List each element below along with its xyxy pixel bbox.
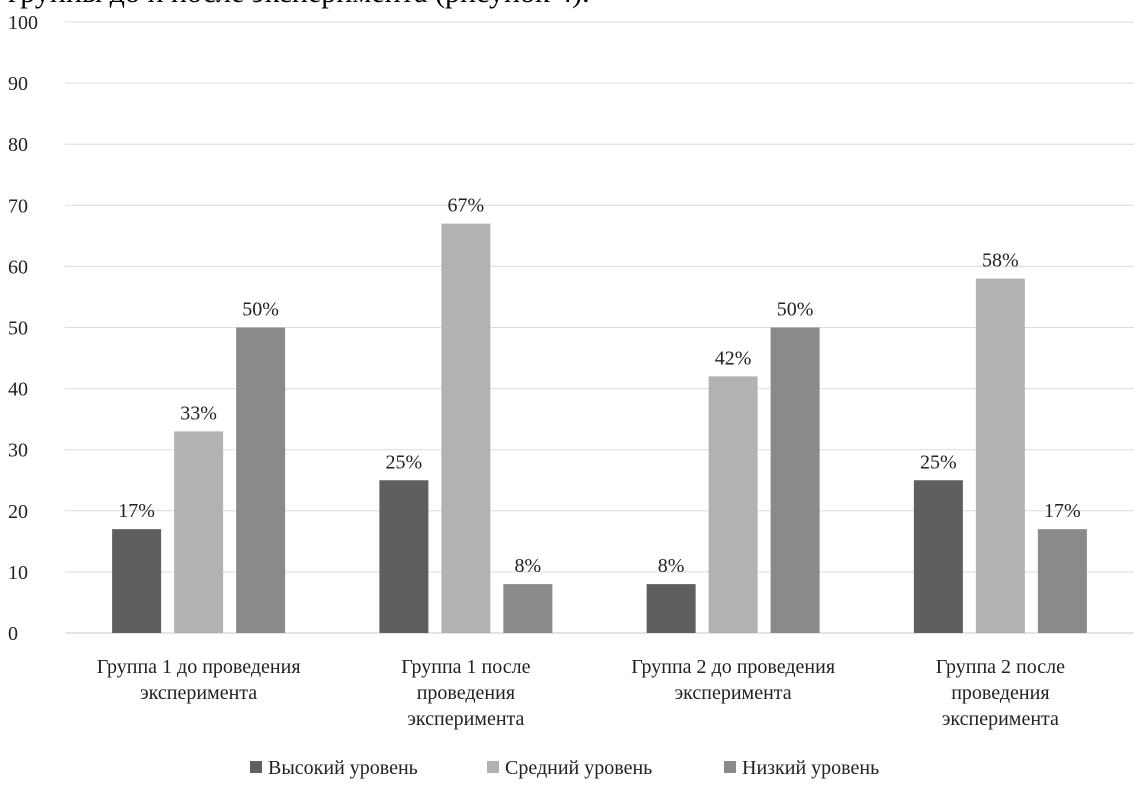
legend-label: Низкий уровень	[742, 757, 879, 779]
bar-3	[236, 327, 286, 633]
bar-1	[913, 480, 963, 633]
bar-3	[1037, 529, 1087, 633]
bar-2	[174, 431, 224, 633]
data-label: 17%	[118, 500, 155, 522]
bar-1	[646, 584, 696, 633]
data-label: 25%	[920, 451, 957, 473]
data-label: 50%	[242, 299, 279, 321]
data-label: 42%	[715, 347, 752, 369]
category-label: Группа 1 после	[401, 656, 530, 678]
y-tick-label: 40	[8, 379, 28, 401]
data-label: 67%	[448, 195, 485, 217]
category-label: эксперимента	[942, 708, 1059, 730]
data-label: 50%	[777, 299, 814, 321]
category-label: Группа 2 до проведения	[631, 656, 835, 678]
y-tick-label: 50	[8, 318, 28, 340]
category-label: проведения	[951, 682, 1049, 704]
data-label: 8%	[658, 555, 685, 577]
category-label: эксперимента	[140, 682, 257, 704]
y-tick-label: 70	[8, 195, 28, 217]
y-tick-label: 10	[8, 562, 28, 584]
y-tick-label: 90	[8, 73, 28, 95]
legend-label: Средний уровень	[505, 757, 652, 779]
data-label: 8%	[515, 555, 542, 577]
data-label: 33%	[180, 402, 217, 424]
bar-2	[708, 376, 758, 633]
category-label: эксперимента	[675, 682, 792, 704]
bar-1	[379, 480, 429, 633]
caption-text: группы до и после эксперимента (рисунок …	[8, 0, 590, 10]
category-label: проведения	[417, 682, 515, 704]
data-label: 25%	[386, 451, 423, 473]
data-label: 17%	[1044, 500, 1081, 522]
y-tick-label: 80	[8, 134, 28, 156]
bar-3	[770, 327, 820, 633]
category-label: Группа 1 до проведения	[97, 656, 301, 678]
bar-2	[441, 223, 491, 633]
data-label: 58%	[982, 250, 1019, 272]
y-tick-label: 100	[8, 12, 38, 34]
bar-2	[975, 278, 1025, 633]
y-tick-label: 60	[8, 256, 28, 278]
bar-3	[503, 584, 553, 633]
legend-label: Высокий уровень	[268, 757, 418, 779]
y-tick-label: 30	[8, 440, 28, 462]
legend-swatch	[250, 761, 262, 773]
bar-1	[112, 529, 162, 633]
y-tick-label: 0	[8, 623, 18, 645]
category-label: Группа 2 после	[936, 656, 1065, 678]
legend-swatch	[487, 761, 499, 773]
legend-swatch	[724, 761, 736, 773]
y-tick-label: 20	[8, 501, 28, 523]
category-label: эксперимента	[407, 708, 524, 730]
